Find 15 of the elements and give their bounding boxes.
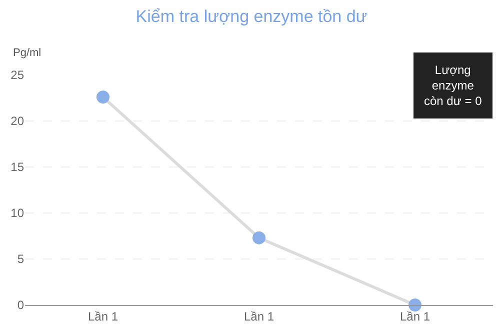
y-tick-label: 20 [10,114,24,128]
y-tick-label: 25 [10,68,24,82]
annotation: Lượng enzyme còn dư = 0 [424,63,482,108]
x-tick-label: Lần 1 [400,309,430,324]
x-tick-label: Lần 1 [244,309,274,324]
y-tick-label: 15 [10,160,24,174]
chart-title: Kiểm tra lượng enzyme tồn dư [136,6,368,26]
point [408,298,422,312]
point [96,90,110,104]
x-tick-label: Lần 1 [88,309,118,324]
y-tick-label: 10 [10,206,24,220]
point [252,231,266,244]
y-tick-label: 5 [17,252,24,266]
y-tick-label: 0 [17,298,24,312]
y-axis-title: Pg/ml [13,47,42,59]
